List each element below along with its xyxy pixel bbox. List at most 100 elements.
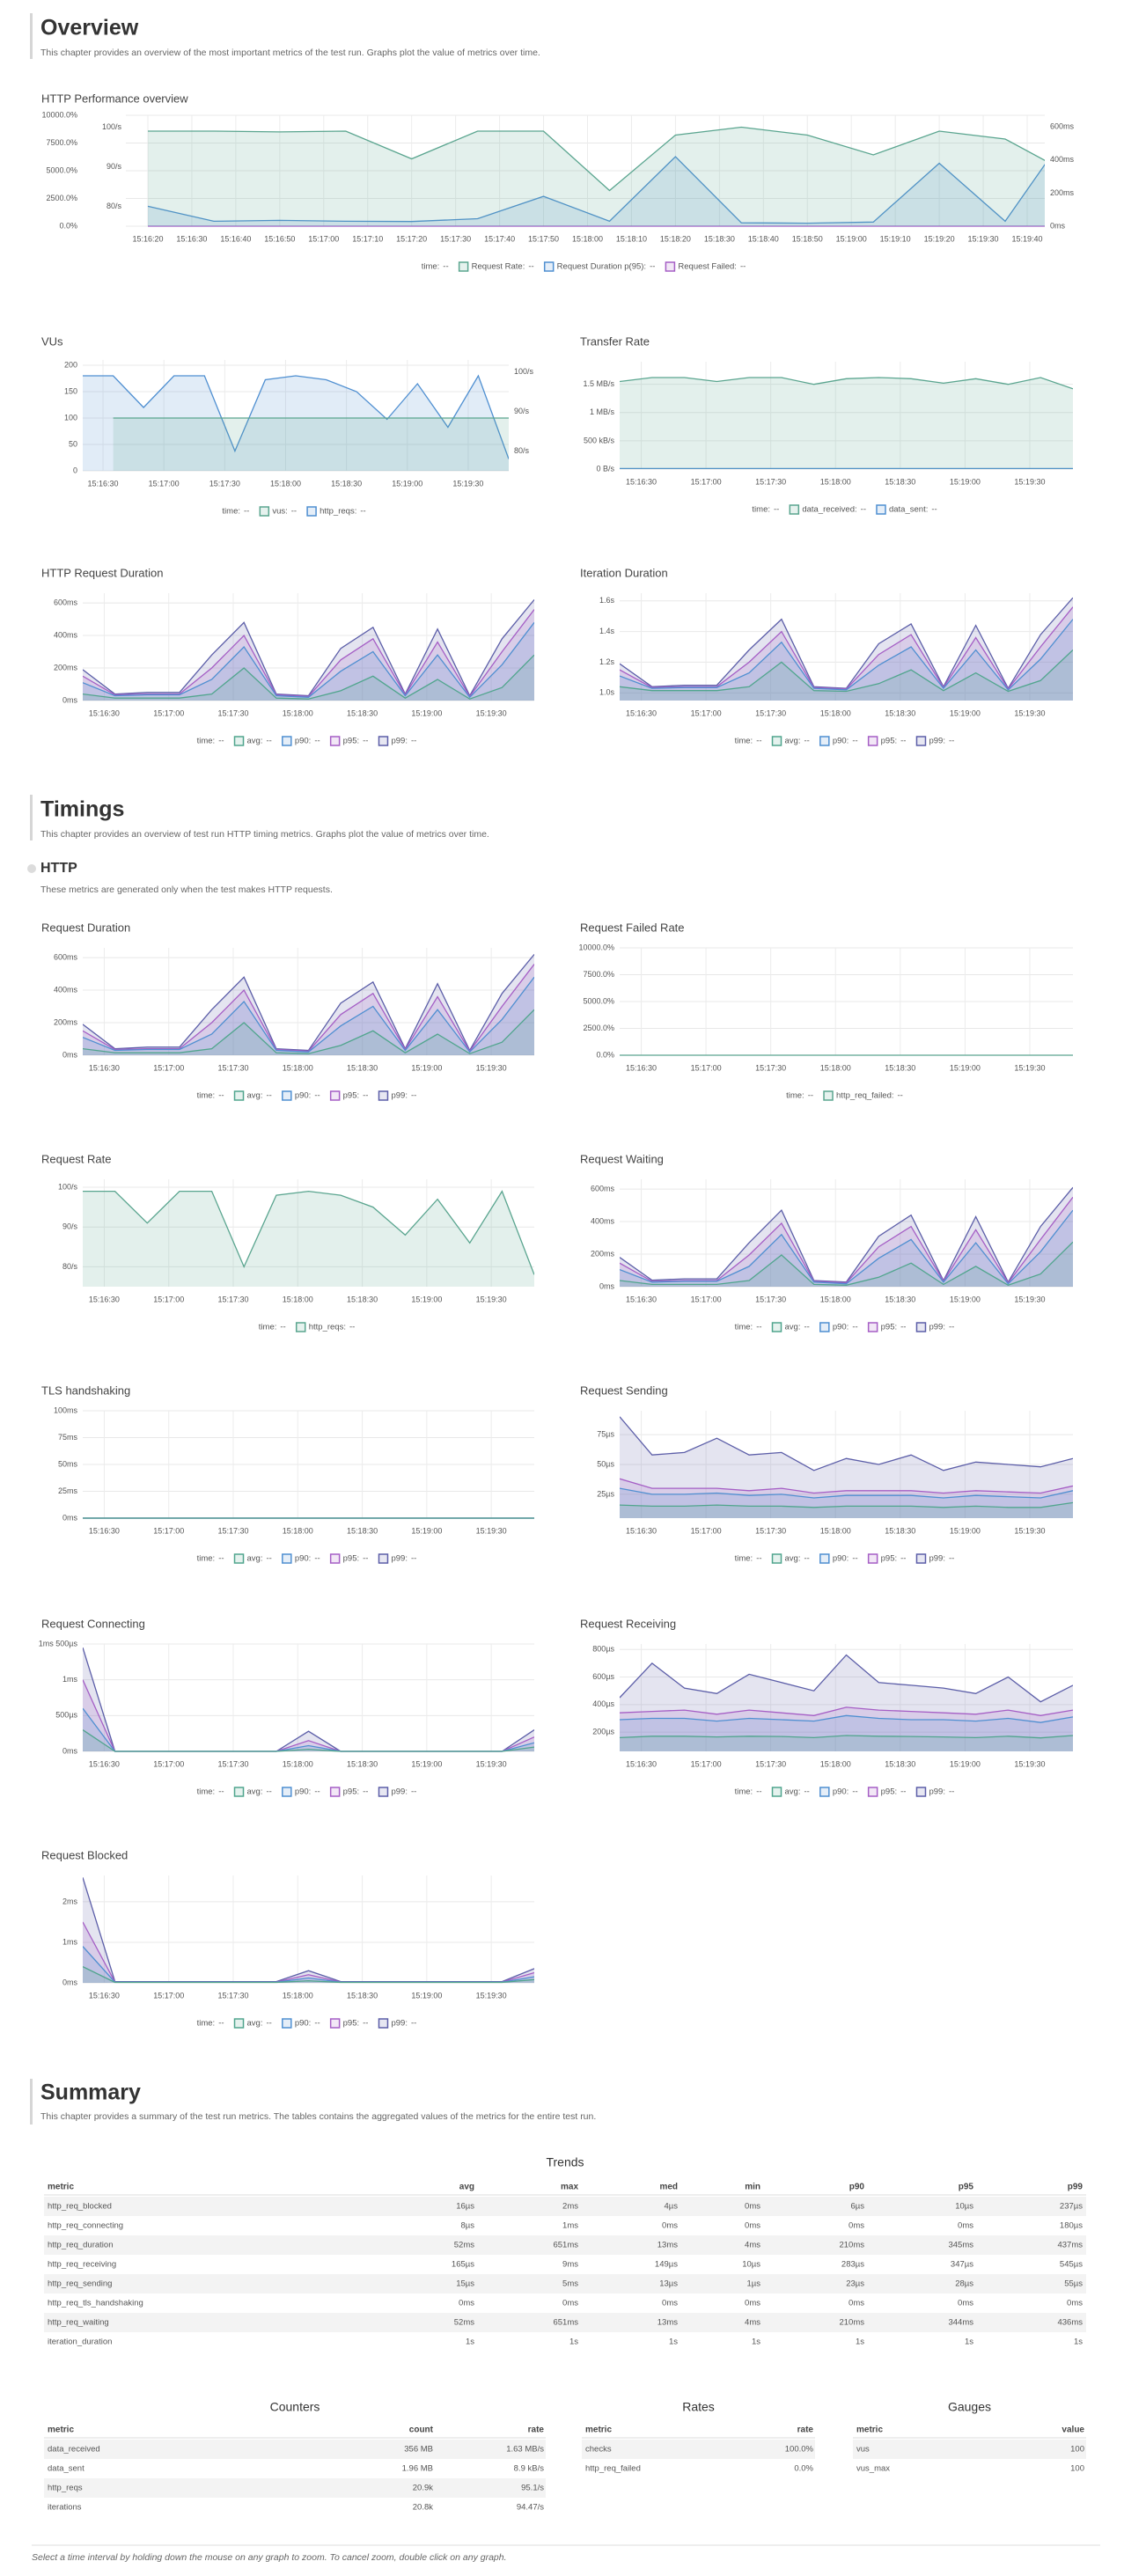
table-cell: 0ms — [745, 2202, 760, 2212]
legend-label: time: — [752, 505, 770, 515]
series-line — [83, 621, 534, 699]
table-cell: 1s — [1074, 2337, 1083, 2347]
table-cell: 344ms — [948, 2318, 973, 2328]
table-cell: http_reqs — [48, 2484, 83, 2493]
x-tick-label: 15:17:20 — [396, 234, 427, 243]
x-tick-label: 15:19:00 — [950, 1063, 981, 1072]
legend-label: time: — [422, 262, 440, 272]
legend-swatch — [867, 1553, 878, 1564]
y-tick-label: 400ms — [591, 1216, 615, 1225]
table-cell: 1s — [669, 2337, 678, 2347]
legend-label: p95: — [881, 737, 898, 746]
legend-label: Request Duration p(95): — [557, 262, 646, 272]
legend-label: data_received: — [802, 505, 856, 515]
table-cell: 0ms — [958, 2221, 973, 2231]
legend-swatch — [789, 504, 800, 515]
series-area — [148, 127, 1045, 226]
legend-label: p90: — [295, 1787, 312, 1797]
legend-label: p99: — [929, 1323, 945, 1332]
x-tick-label: 15:17:30 — [440, 234, 471, 243]
legend-value: -- — [314, 1554, 320, 1564]
series-area — [83, 376, 509, 471]
legend: time: -- Request Rate: -- Request Duration p… — [422, 261, 746, 272]
x-tick-label: 15:17:30 — [755, 1759, 786, 1768]
series-line — [83, 1966, 534, 1984]
table-cell: 94.47/s — [517, 2503, 544, 2513]
x-tick-label: 15:19:40 — [1011, 234, 1042, 243]
series-line — [83, 374, 509, 459]
table-cell: 10µs — [742, 2260, 760, 2270]
table-cell: 100.0% — [785, 2445, 814, 2455]
x-tick-label: 15:18:30 — [347, 1295, 378, 1303]
table-row-bg — [44, 2313, 1086, 2332]
y-tick-label: 150 — [64, 386, 77, 395]
series-area — [83, 599, 534, 701]
legend-label: p99: — [391, 737, 408, 746]
legend-label: p90: — [295, 737, 312, 746]
legend-value: -- — [363, 1787, 368, 1797]
legend-label: p90: — [295, 1554, 312, 1564]
table-cell: 20.8k — [413, 2503, 433, 2513]
legend-value: -- — [411, 1091, 416, 1101]
series-line — [620, 1209, 1073, 1285]
x-tick-label: 15:17:00 — [691, 1063, 722, 1072]
x-tick-label: 15:17:30 — [755, 477, 786, 486]
series-area — [83, 977, 534, 1055]
table-header: count — [409, 2426, 434, 2435]
legend-value: -- — [756, 1554, 761, 1564]
legend-label: http_reqs: — [320, 507, 356, 517]
legend-swatch — [819, 1553, 830, 1564]
legend: time: -- avg: -- p90: -- p95: -- p99: -- — [197, 736, 416, 746]
series-line — [148, 126, 1045, 192]
legend: time: -- avg: -- p90: -- p95: -- p99: -- — [735, 1553, 954, 1564]
y-tick-label: 200ms — [54, 663, 78, 672]
table-cell: 347µs — [951, 2260, 973, 2270]
legend-swatch — [819, 1787, 830, 1797]
legend-value: -- — [756, 1323, 761, 1332]
section-description: This chapter provides an overview of tes… — [40, 829, 489, 840]
y-tick-label: 600µs — [592, 1672, 614, 1681]
x-tick-label: 15:18:00 — [283, 1991, 313, 2000]
y-tick-label: 400ms — [54, 630, 78, 639]
x-tick-label: 15:17:30 — [217, 1991, 248, 2000]
table-cell: 8.9 kB/s — [514, 2464, 545, 2474]
x-tick-label: 15:19:30 — [476, 1295, 507, 1303]
legend-label: avg: — [247, 2019, 263, 2029]
table-cell: 4ms — [745, 2241, 760, 2250]
x-tick-label: 15:19:00 — [950, 477, 981, 486]
y-tick-label: 7500.0% — [46, 138, 77, 147]
legend-label: p90: — [295, 1091, 312, 1101]
legend: time: -- http_req_failed: -- — [786, 1090, 903, 1101]
x-tick-label: 15:17:00 — [153, 1295, 184, 1303]
x-tick-label: 15:18:30 — [704, 234, 735, 243]
section-bar — [30, 2079, 33, 2125]
legend-value: -- — [756, 737, 761, 746]
legend-label: avg: — [785, 1554, 801, 1564]
y-tick-label: 100ms — [54, 1405, 78, 1414]
table-cell: 4µs — [664, 2202, 678, 2212]
table-cell: 1µs — [746, 2279, 760, 2289]
legend-swatch — [771, 1787, 782, 1797]
series-line — [620, 1416, 1073, 1471]
legend-swatch — [543, 261, 555, 272]
y-tick-label: 0ms — [62, 1050, 78, 1059]
y-tick-label: 1ms 500µs — [39, 1639, 78, 1648]
y-tick-label: 200µs — [592, 1727, 614, 1736]
series-line — [620, 1501, 1073, 1508]
series-line — [83, 964, 534, 1053]
table-cell: 1.96 MB — [402, 2464, 433, 2474]
legend-value: -- — [218, 737, 224, 746]
subsection-dot — [27, 864, 36, 873]
legend-value: -- — [411, 737, 416, 746]
x-tick-label: 15:17:00 — [691, 1759, 722, 1768]
legend-swatch — [233, 1090, 245, 1101]
y-tick-label: 50µs — [597, 1459, 614, 1468]
y-tick-label: 5000.0% — [583, 996, 614, 1005]
table-cell: 52ms — [454, 2318, 474, 2328]
x-tick-label: 15:17:40 — [484, 234, 515, 243]
x-tick-label: 15:16:30 — [88, 479, 119, 488]
table-header: metric — [48, 2426, 74, 2435]
x-tick-label: 15:17:30 — [755, 708, 786, 717]
x-tick-label: 15:16:30 — [626, 1063, 657, 1072]
legend: time: -- vus: -- http_reqs: -- — [222, 506, 366, 517]
